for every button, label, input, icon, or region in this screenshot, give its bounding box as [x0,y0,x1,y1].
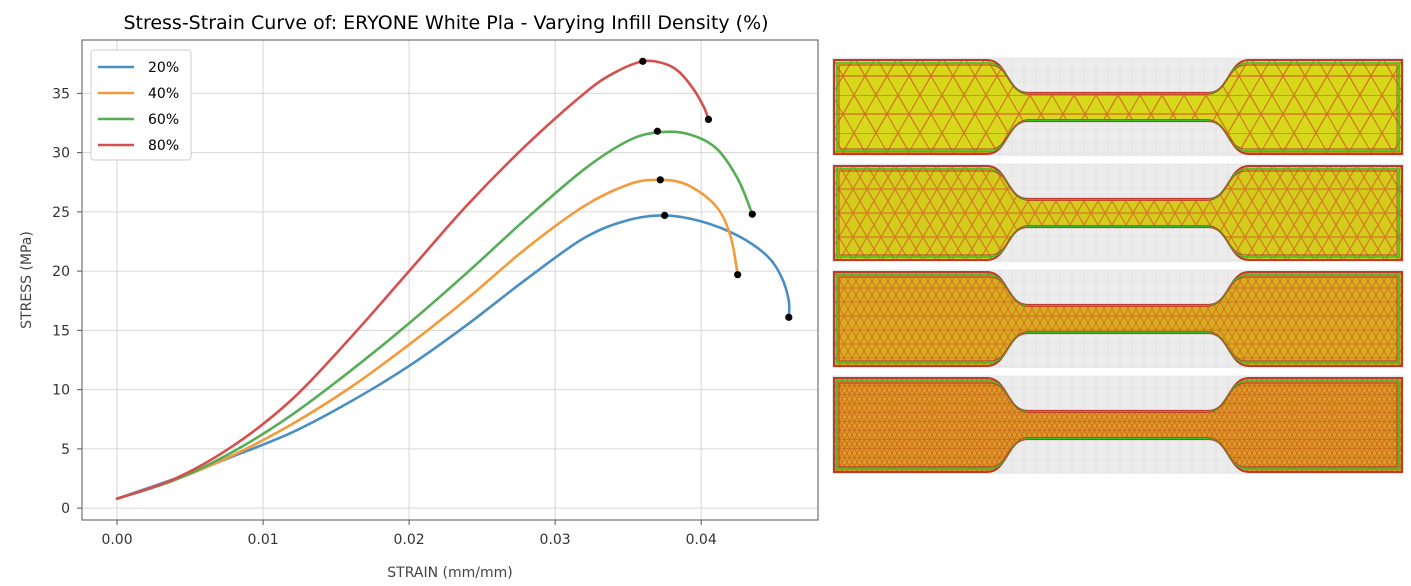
series-markers [639,57,793,321]
grid [82,40,818,520]
y-tick-label: 10 [52,383,70,399]
series-marker-40pct [656,176,664,184]
y-tick-label: 5 [61,442,70,458]
x-tick-label: 0.04 [686,532,717,548]
series-marker-60pct [653,127,661,135]
x-tick-label: 0.00 [101,532,132,548]
legend-label: 60% [148,112,179,128]
y-tick-label: 20 [52,264,70,280]
legend-box [90,49,192,161]
y-axis-label: STRESS (MPa) [19,231,35,329]
legend-label: 40% [148,86,179,102]
y-tick-label: 15 [52,323,70,339]
x-axis-label: STRAIN (mm/mm) [387,565,512,581]
series-lines [115,59,791,500]
specimen-panel-4 [832,375,1404,474]
plot-frame [81,39,819,521]
legend-label: 20% [148,60,179,76]
x-axis-ticks: 0.00 0.01 0.02 0.03 0.04 [101,520,717,548]
series-line-60pct [115,130,754,500]
series-marker-60pct [748,210,756,218]
series-marker-20pct [785,313,793,321]
series-line-80pct [115,59,710,500]
legend: 20% 40% 60% 80% [90,49,192,161]
series-marker-40pct [734,271,742,279]
series-line-40pct [115,178,739,500]
y-tick-label: 30 [52,146,70,162]
legend-label: 80% [148,138,179,154]
y-tick-label: 35 [52,86,70,102]
specimen-panel-2 [832,163,1404,262]
y-tick-label: 25 [52,205,70,221]
specimen-panel-1 [832,57,1404,156]
series-marker-20pct [661,211,669,220]
chart-title: Stress-Strain Curve of: ERYONE White Pla… [123,12,768,34]
y-tick-label: 0 [61,501,70,517]
series-marker-80pct [704,115,713,124]
specimen-images [832,57,1404,474]
y-axis-ticks: 0 5 10 15 20 25 30 35 [52,86,82,517]
x-tick-label: 0.02 [394,532,425,548]
series-line-20pct [115,214,791,500]
x-tick-label: 0.01 [247,532,278,548]
specimen-panel-3 [832,269,1404,368]
series-marker-80pct [639,57,647,65]
x-tick-label: 0.03 [540,532,571,548]
